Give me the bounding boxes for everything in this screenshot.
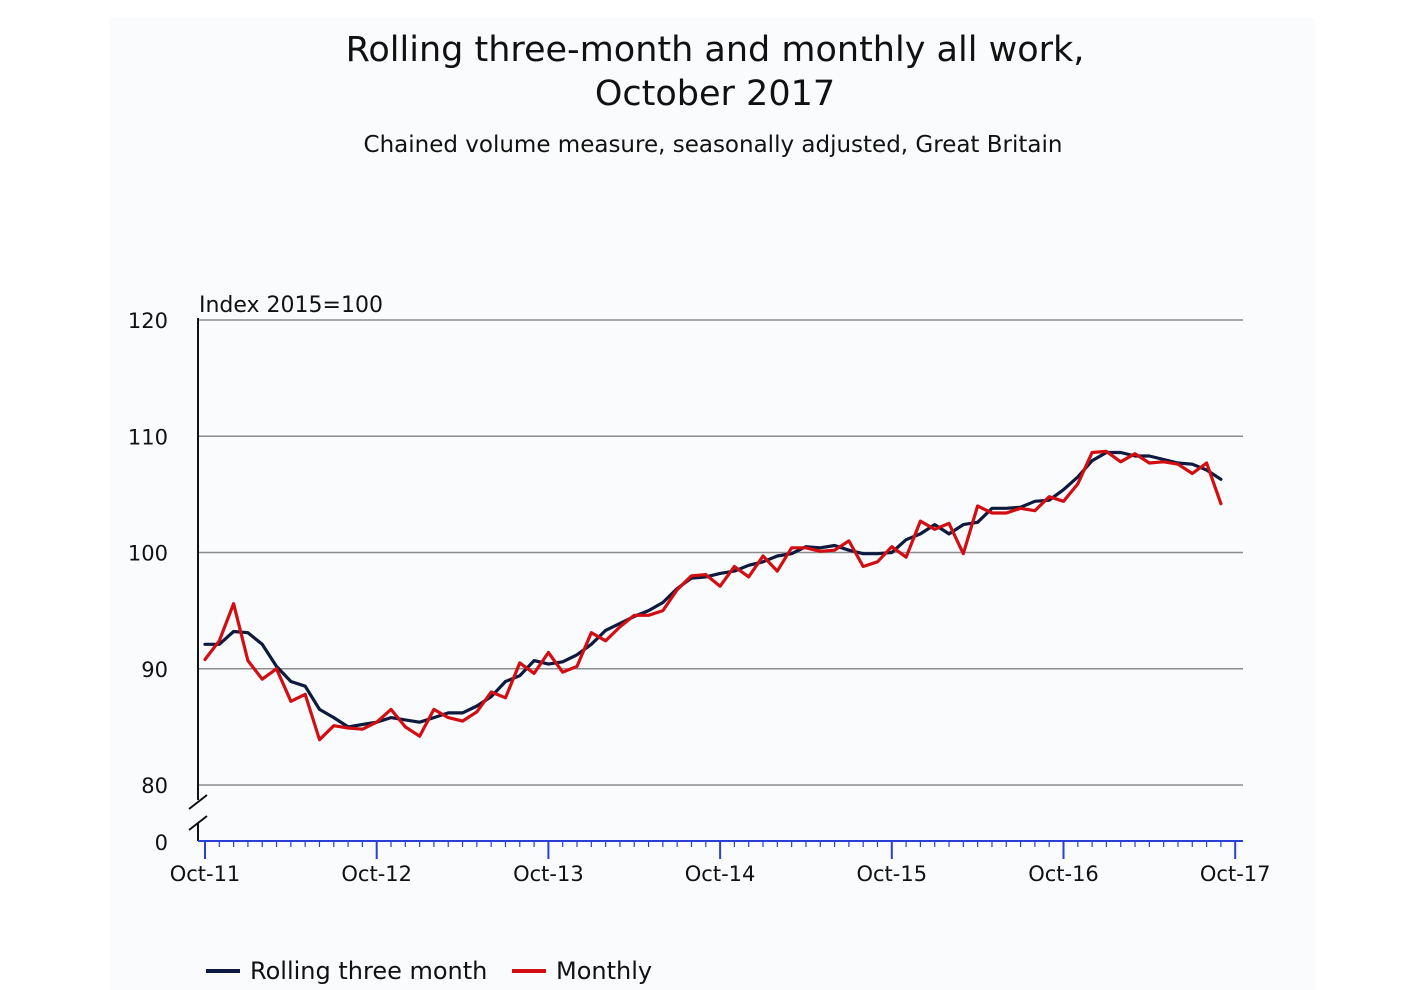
- y-tick-label-80: 80: [141, 774, 168, 798]
- x-tick-label-Oct-11: Oct-11: [170, 862, 241, 886]
- chart-subtitle: Chained volume measure, seasonally adjus…: [363, 132, 1063, 158]
- x-tick-label-Oct-13: Oct-13: [513, 862, 584, 886]
- series-line-monthly: [203, 449, 1223, 742]
- y-tick-label-110: 110: [128, 425, 168, 449]
- legend-swatch-rolling: [206, 969, 240, 973]
- chart-panel: [110, 18, 1315, 990]
- y-tick-label-0: 0: [155, 831, 168, 855]
- y-axis-label: Index 2015=100: [199, 293, 383, 318]
- legend-label-rolling: Rolling three month: [250, 957, 488, 985]
- x-tick-label-Oct-15: Oct-15: [856, 862, 927, 886]
- y-tick-label-100: 100: [128, 542, 168, 566]
- chart-title: Rolling three-month and monthly all work…: [345, 30, 1085, 114]
- x-tick-label-Oct-16: Oct-16: [1028, 862, 1099, 886]
- y-tick-label-120: 120: [128, 309, 168, 333]
- x-tick-label-Oct-17: Oct-17: [1200, 862, 1271, 886]
- legend-item-rolling: Rolling three month: [206, 954, 487, 988]
- x-tick-label-Oct-14: Oct-14: [685, 862, 756, 886]
- series-lines: [203, 449, 1223, 742]
- axis-break-mark-lower: [188, 815, 208, 831]
- legend-label-monthly: Monthly: [556, 957, 653, 985]
- x-axis: Oct-11 Oct-12 Oct-13 Oct-14 Oct-15 Oct-16 Oct-…: [170, 840, 1271, 886]
- gridlines: [188, 318, 1243, 841]
- legend-swatch-monthly: [512, 969, 546, 973]
- x-tick-label-Oct-12: Oct-12: [341, 862, 412, 886]
- legend-item-monthly: Monthly: [512, 954, 652, 988]
- axis-break-mark-upper: [188, 794, 208, 810]
- y-tick-label-90: 90: [141, 658, 168, 682]
- y-axis-ticks: 120 110 100 90 80 0: [128, 309, 168, 855]
